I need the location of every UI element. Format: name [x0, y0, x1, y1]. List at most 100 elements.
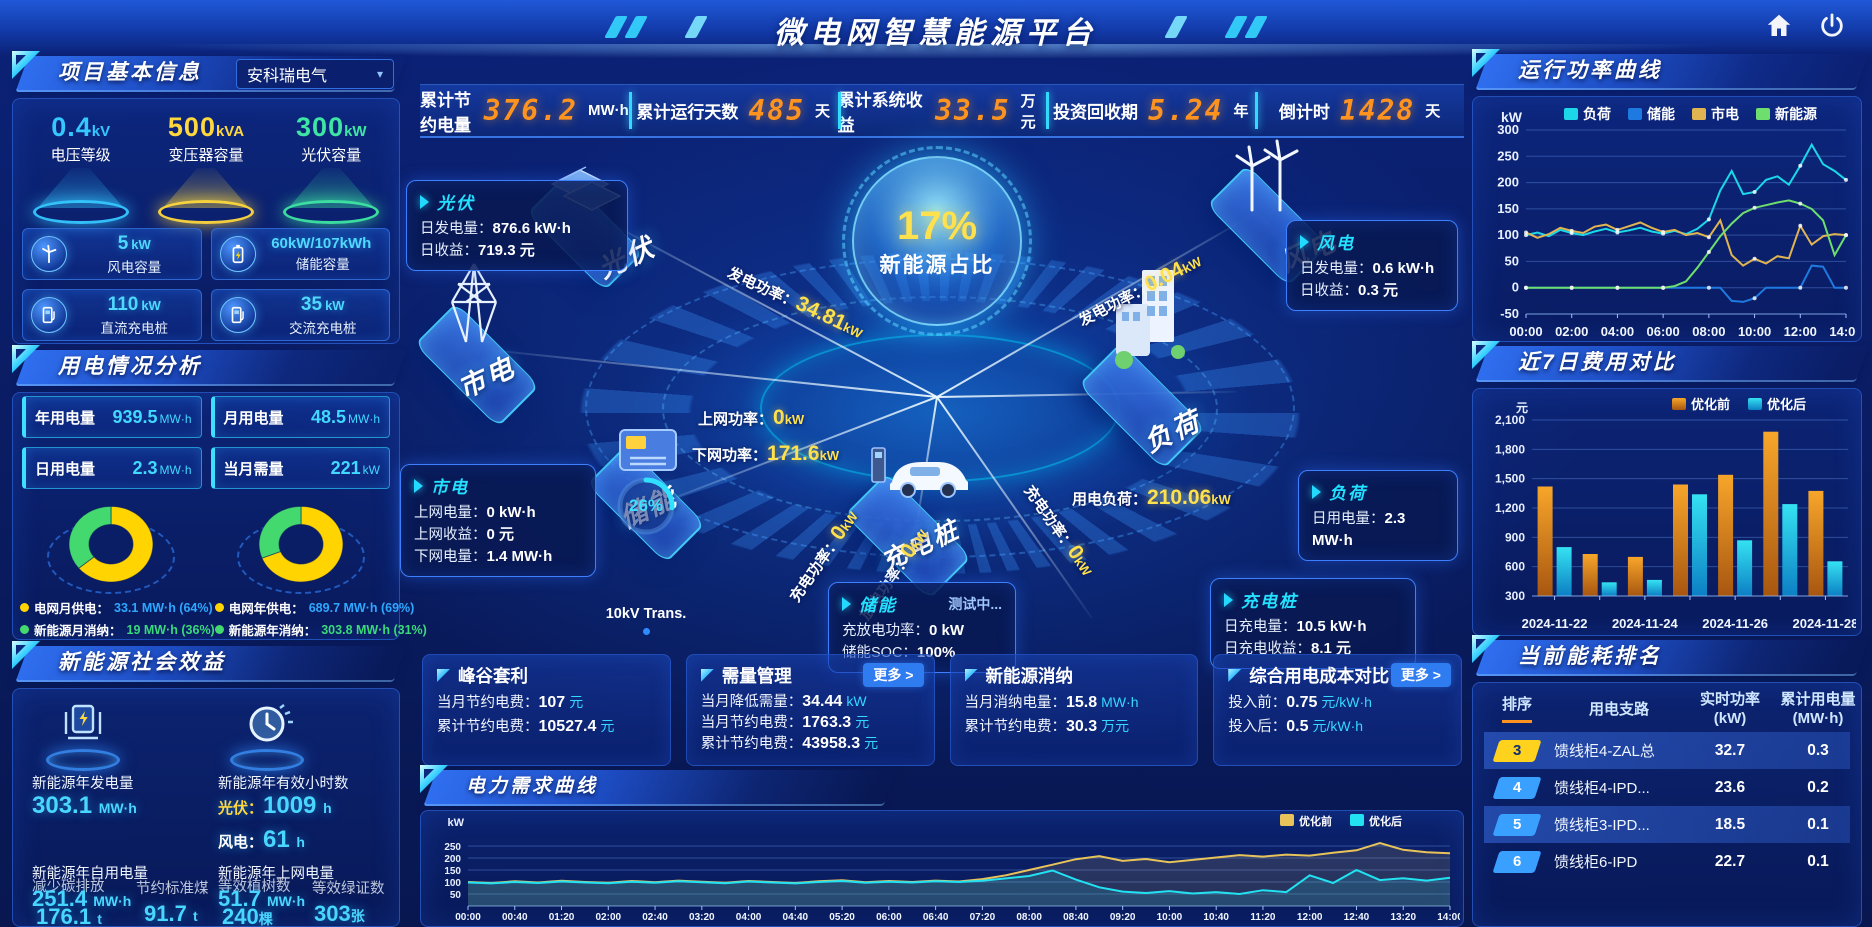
app-header: 微电网智慧能源平台: [0, 0, 1872, 58]
svg-text:900: 900: [1505, 530, 1525, 544]
pedestal-ring: [157, 200, 254, 224]
spotlight-voltage-level: 0.4kV 电压等级: [22, 112, 140, 224]
header-power: 实时功率 (kW): [1699, 691, 1760, 727]
benefit-label: 减少碳排放: [32, 879, 105, 895]
info-card-pv: 光伏 日发电量：876.6 kW·h 日收益：719.3 元: [406, 180, 628, 271]
legend-dot: [20, 603, 29, 612]
branch-name: 馈线柜3-IPD...: [1554, 817, 1650, 834]
panel-title: 新能源社会效益: [58, 651, 226, 674]
panel-header: 项目基本信息 安科瑞电气 ▾: [12, 51, 407, 92]
card-title: 负荷: [1329, 484, 1367, 503]
home-icon[interactable]: [1764, 11, 1794, 46]
corner-icon: [700, 669, 714, 682]
power-curve-chart: -50 0 50 100 150 200 250 300 kW 00:00 02:00 04:00 06…: [1476, 98, 1862, 345]
power-value: 23.6: [1714, 778, 1746, 796]
card-title: 需量管理: [721, 666, 792, 686]
power-icon[interactable]: [1818, 12, 1846, 45]
panel-header: 近7日费用对比: [1472, 341, 1869, 382]
status-badge: 测试中...: [948, 595, 1002, 612]
transformer-gauge: 26% 10kV Trans.: [600, 474, 692, 635]
benefit-label: 等效绿证数: [312, 881, 385, 897]
donut-month-chart: [29, 498, 194, 602]
power-value: 22.7: [1714, 852, 1746, 870]
table-row[interactable]: 6 馈线柜6-IPD 22.7 0.1: [1484, 843, 1850, 880]
more-button[interactable]: 更多 >: [863, 663, 924, 687]
svg-text:2024-11-24: 2024-11-24: [1612, 616, 1679, 631]
benefit-value: 91.7 t: [144, 901, 198, 926]
spotlight-transformer-capacity: 500kVA 变压器容量: [147, 112, 265, 224]
stat-day-usage: 日用电量 2.3 MW·h: [22, 447, 202, 489]
panel-title: 当前能耗排名: [1518, 645, 1662, 668]
svg-text:14:00: 14:00: [1829, 324, 1856, 339]
more-button[interactable]: 更多 >: [1390, 663, 1451, 687]
gauge-percent: 26%: [628, 496, 664, 515]
info-card-grid: 市电 上网电量：0 kW·h 上网收益：0 元 下网电量：1.4 MW·h: [400, 464, 596, 577]
chevron-right-icon: [1300, 234, 1309, 249]
benefit-label: 新能源年有效小时数: [218, 776, 349, 792]
panel-header: 运行功率曲线: [1472, 49, 1869, 90]
header-glow: [0, 44, 1872, 58]
svg-text:250: 250: [1497, 148, 1519, 163]
svg-text:优化前: 优化前: [1299, 814, 1332, 828]
capacity-value: 60kW/107kWh: [271, 235, 372, 252]
panel-body: [1472, 682, 1862, 927]
info-card-load: 负荷 日用电量：2.3 MW·h: [1298, 470, 1458, 561]
svg-text:优化前: 优化前: [1691, 397, 1730, 412]
pedestal-ring: [32, 200, 129, 224]
energy-value: 0.1: [1807, 815, 1829, 833]
svg-text:150: 150: [444, 866, 461, 877]
spotlight-pv-capacity: 300kW 光伏容量: [272, 112, 390, 224]
power-value: 18.5: [1714, 815, 1746, 833]
panel-power-curve: 运行功率曲线 -50 0 50 100 150 200 250 300 kW 00:00 02:00…: [1472, 49, 1869, 345]
svg-text:10:00: 10:00: [1738, 324, 1771, 339]
panel-header: 电力需求曲线: [420, 765, 1464, 806]
benefit-value-pv-hours: 光伏：1009 h: [218, 792, 332, 819]
feature-cards-row: 峰谷套利 当月节约电费：107 元 累计节约电费：10527.4 元 需量管理 …: [422, 654, 1462, 766]
rank-badge: 6: [1492, 850, 1542, 873]
rank-badge: 5: [1492, 813, 1542, 836]
rank-table: 排序 用电支路 实时功率 (kW) 累计用电量 (MW·h) 3 馈线柜4-ZAL总…: [1484, 690, 1856, 884]
power-value: 32.7: [1714, 741, 1746, 759]
svg-text:1,500: 1,500: [1495, 472, 1525, 486]
table-row[interactable]: 3 馈线柜4-ZAL总 32.7 0.3: [1484, 732, 1850, 769]
company-select[interactable]: 安科瑞电气 ▾: [236, 59, 394, 89]
svg-text:10:40: 10:40: [1203, 912, 1229, 923]
info-card-pile: 充电桩 日充电量：10.5 kW·h 日充电收益：8.1 元: [1210, 578, 1416, 669]
card-title: 光伏: [437, 194, 475, 213]
benefit-value: 251.4 MW·h: [32, 886, 132, 911]
kpi-countdown: 倒计时 1428 天: [1255, 85, 1464, 136]
kpi-total-saved-energy: 累计节约电量 376.2 MW·h: [420, 90, 629, 135]
panel-cost-compare-7d: 近7日费用对比 300 600 900 1,200 1,500 1,800 2,100 元 20…: [1472, 341, 1869, 636]
branch-name: 馈线柜4-IPD...: [1554, 780, 1650, 797]
panel-title: 近7日费用对比: [1518, 351, 1677, 374]
svg-text:09:20: 09:20: [1110, 912, 1136, 923]
svg-text:12:00: 12:00: [1784, 324, 1817, 339]
svg-text:00:40: 00:40: [502, 912, 528, 923]
clock-pedestal: [224, 698, 310, 771]
panel-header: 新能源社会效益: [12, 641, 407, 682]
svg-text:04:00: 04:00: [736, 912, 762, 923]
legend-label: 新能源年消纳：: [228, 624, 317, 638]
svg-text:13:20: 13:20: [1390, 912, 1416, 923]
energy-value: 0.1: [1807, 852, 1829, 870]
pedestal-ring: [283, 200, 380, 224]
battery-container-icon: [608, 420, 688, 483]
card-title: 储能: [859, 596, 897, 615]
spotlight-label: 变压器容量: [168, 147, 244, 164]
svg-text:08:00: 08:00: [1692, 324, 1725, 339]
panel-body: [420, 810, 1464, 927]
legend-dot: [20, 625, 29, 634]
benefit-label: 节约标准煤: [136, 881, 209, 897]
spotlight-unit: kVA: [215, 123, 245, 140]
chevron-right-icon: [420, 194, 429, 209]
svg-text:-50: -50: [1500, 306, 1519, 321]
table-row[interactable]: 4 馈线柜4-IPD... 23.6 0.2: [1484, 769, 1850, 806]
benefit-value-wind-hours: 风电：61 h: [218, 826, 305, 853]
svg-text:06:00: 06:00: [1647, 324, 1680, 339]
corner-icon: [1228, 669, 1242, 682]
table-row[interactable]: 5 馈线柜3-IPD... 18.5 0.1: [1484, 806, 1850, 843]
spotlight-unit: kW: [344, 123, 367, 140]
stat-month-usage: 月用电量 48.5 MW·h: [210, 396, 390, 438]
card-title: 新能源消纳: [985, 666, 1074, 686]
